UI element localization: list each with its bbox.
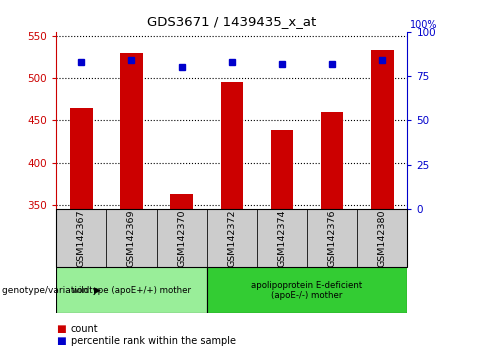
Text: percentile rank within the sample: percentile rank within the sample — [71, 336, 236, 346]
Text: ■: ■ — [56, 324, 66, 333]
Title: GDS3671 / 1439435_x_at: GDS3671 / 1439435_x_at — [147, 15, 316, 28]
FancyBboxPatch shape — [357, 209, 407, 267]
Text: ■: ■ — [56, 336, 66, 346]
Bar — [70, 108, 93, 354]
FancyBboxPatch shape — [207, 209, 257, 267]
FancyBboxPatch shape — [106, 209, 157, 267]
FancyBboxPatch shape — [56, 209, 106, 267]
Text: GSM142376: GSM142376 — [327, 209, 337, 267]
Text: GSM142374: GSM142374 — [278, 209, 286, 267]
Text: 100%: 100% — [410, 20, 437, 30]
FancyBboxPatch shape — [157, 209, 207, 267]
Bar — [271, 131, 293, 354]
FancyBboxPatch shape — [257, 209, 307, 267]
FancyBboxPatch shape — [207, 267, 407, 313]
Bar — [321, 112, 344, 354]
Text: wildtype (apoE+/+) mother: wildtype (apoE+/+) mother — [72, 286, 191, 295]
Text: GSM142380: GSM142380 — [378, 209, 387, 267]
Bar — [221, 82, 243, 354]
FancyBboxPatch shape — [307, 209, 357, 267]
Bar — [170, 194, 193, 354]
Text: GSM142367: GSM142367 — [77, 209, 86, 267]
Text: GSM142370: GSM142370 — [177, 209, 186, 267]
Text: count: count — [71, 324, 99, 333]
Text: GSM142372: GSM142372 — [227, 209, 236, 267]
Text: genotype/variation  ▶: genotype/variation ▶ — [2, 286, 102, 296]
Text: apolipoprotein E-deficient
(apoE-/-) mother: apolipoprotein E-deficient (apoE-/-) mot… — [251, 281, 363, 300]
Bar — [371, 50, 394, 354]
Text: GSM142369: GSM142369 — [127, 209, 136, 267]
FancyBboxPatch shape — [56, 267, 207, 313]
Bar — [120, 53, 142, 354]
